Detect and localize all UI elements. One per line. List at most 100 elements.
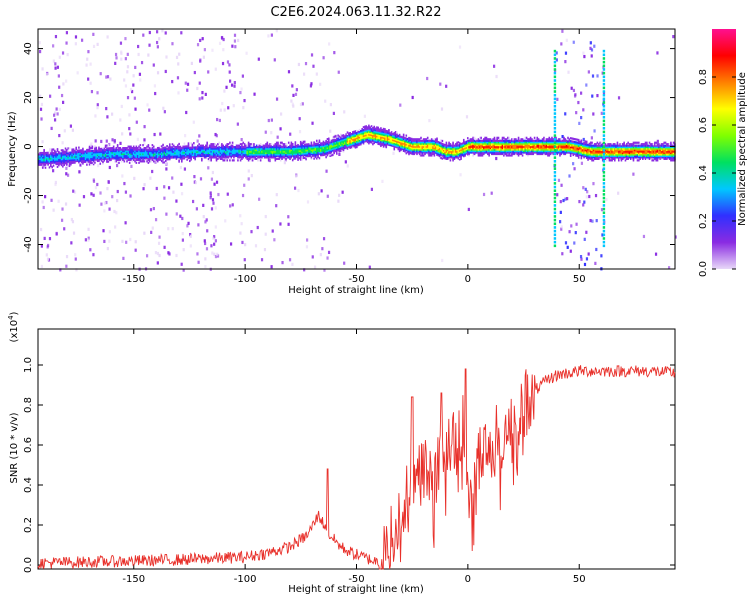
spectrogram-cell (449, 159, 452, 162)
spectrogram-cell (302, 155, 305, 158)
spectrogram-cell (544, 142, 547, 145)
spectrogram-cell (590, 54, 593, 58)
spectrogram-cell (557, 144, 560, 147)
spectrogram-cell (527, 154, 529, 157)
spectrogram-cell (42, 153, 44, 156)
spectrogram-cell (279, 141, 282, 144)
spectrogram-cell (488, 142, 490, 145)
spectrogram-cell (333, 135, 335, 139)
spectrogram-cell (152, 63, 155, 67)
spectrogram-cell (78, 203, 81, 207)
spectrogram-cell (591, 153, 593, 156)
spectrogram-cell (485, 148, 488, 151)
spectrogram-cell (579, 140, 581, 143)
spectrogram-cell (185, 152, 187, 155)
spectrogram-cell (329, 144, 331, 147)
spectrogram-cell (332, 111, 335, 116)
spectrogram-cell (348, 144, 350, 147)
spectrogram-cell (364, 128, 366, 131)
spectrogram-cell (259, 153, 262, 156)
spectrogram-cell (541, 145, 544, 148)
spectrogram-cell (549, 139, 552, 142)
spectrogram-cell (123, 147, 126, 150)
spectrogram-cell (147, 158, 150, 161)
spectrogram-cell (356, 137, 358, 140)
spectrogram-cell (182, 248, 185, 252)
spectrogram-cell (461, 142, 464, 145)
spectrogram-cell (124, 157, 127, 160)
spectrogram-cell (194, 156, 196, 159)
spectrogram-cell (366, 138, 369, 141)
spectrogram-cell (388, 136, 390, 139)
spectrogram-cell (336, 152, 338, 155)
spectrogram-cell (532, 147, 535, 150)
spectrogram-cell (341, 140, 343, 143)
spectrogram-cell (264, 130, 267, 134)
spectrogram-cell (60, 153, 63, 156)
spectrogram-cell (126, 65, 130, 69)
spectrogram-cell (266, 141, 269, 144)
spectrogram-cell (217, 143, 219, 146)
spectrogram-cell (116, 198, 119, 203)
spectrogram-cell (120, 57, 123, 61)
spectrogram-cell (341, 146, 343, 149)
spectrogram-cell (40, 163, 43, 166)
spectrogram-cell (389, 139, 392, 142)
spectrogram-cell (380, 141, 382, 145)
spectrogram-cell (556, 193, 559, 197)
spectrogram-cell (38, 49, 42, 54)
spectrogram-cell (364, 131, 366, 134)
spectrogram-cell (549, 141, 552, 144)
spectrogram-cell (162, 151, 164, 154)
spectrogram-cell (205, 150, 207, 153)
spectrogram-cell (315, 145, 318, 148)
spectrogram-cell (263, 148, 266, 152)
spectrogram-cell (111, 149, 114, 153)
spectrogram-cell (250, 154, 253, 158)
spectrogram-cell (265, 156, 267, 159)
spectrogram-cell (281, 157, 283, 160)
spectrogram-cell (124, 37, 127, 41)
spectrogram-cell (134, 154, 136, 157)
spectrogram-cell (577, 155, 580, 158)
spectrogram-cell (402, 135, 405, 138)
spectrogram-cell (95, 148, 98, 151)
spectrogram-cell (155, 155, 158, 159)
spectrogram-cell (190, 148, 192, 151)
spectrogram-cell (247, 146, 250, 149)
spectrogram-cell (302, 146, 305, 149)
spectrogram-cell (64, 147, 67, 150)
spectrogram-cell (287, 154, 290, 158)
spectrogram-cell (139, 149, 142, 153)
spectrogram-cell (513, 139, 516, 142)
spectrogram-cell (340, 142, 342, 145)
spectrogram-cell (47, 162, 49, 165)
spectrogram-cell (191, 155, 194, 158)
spectrogram-cell (572, 146, 575, 149)
spectrogram-cell (86, 159, 88, 162)
spectrogram-cell (279, 151, 282, 155)
spectrogram-cell (275, 147, 278, 150)
spectrogram-cell (500, 147, 502, 150)
spectrogram-cell (179, 150, 182, 153)
spectrogram-cell (215, 134, 218, 138)
spectrogram-cell (104, 156, 107, 159)
spectrogram-cell (289, 150, 291, 153)
spectrogram-cell (418, 147, 421, 150)
spectrogram-cell (516, 145, 519, 148)
spectrogram-cell (291, 147, 294, 150)
spectrogram-cell (358, 143, 361, 146)
spectrogram-cell (370, 133, 373, 137)
spectrogram-cell (368, 124, 370, 127)
spectrogram-cell (148, 149, 151, 153)
spectrogram-cell (452, 141, 454, 144)
spectrogram-cell (564, 149, 567, 153)
spectrogram-cell (103, 156, 106, 159)
spectrogram-cell (131, 147, 134, 150)
spectrogram-cell (547, 138, 549, 141)
spectrogram-cell (556, 142, 559, 145)
spectrogram-cell (218, 146, 221, 149)
spectrogram-cell (91, 145, 94, 148)
spectrogram-cell (293, 186, 297, 190)
spectrogram-cell (107, 151, 110, 154)
